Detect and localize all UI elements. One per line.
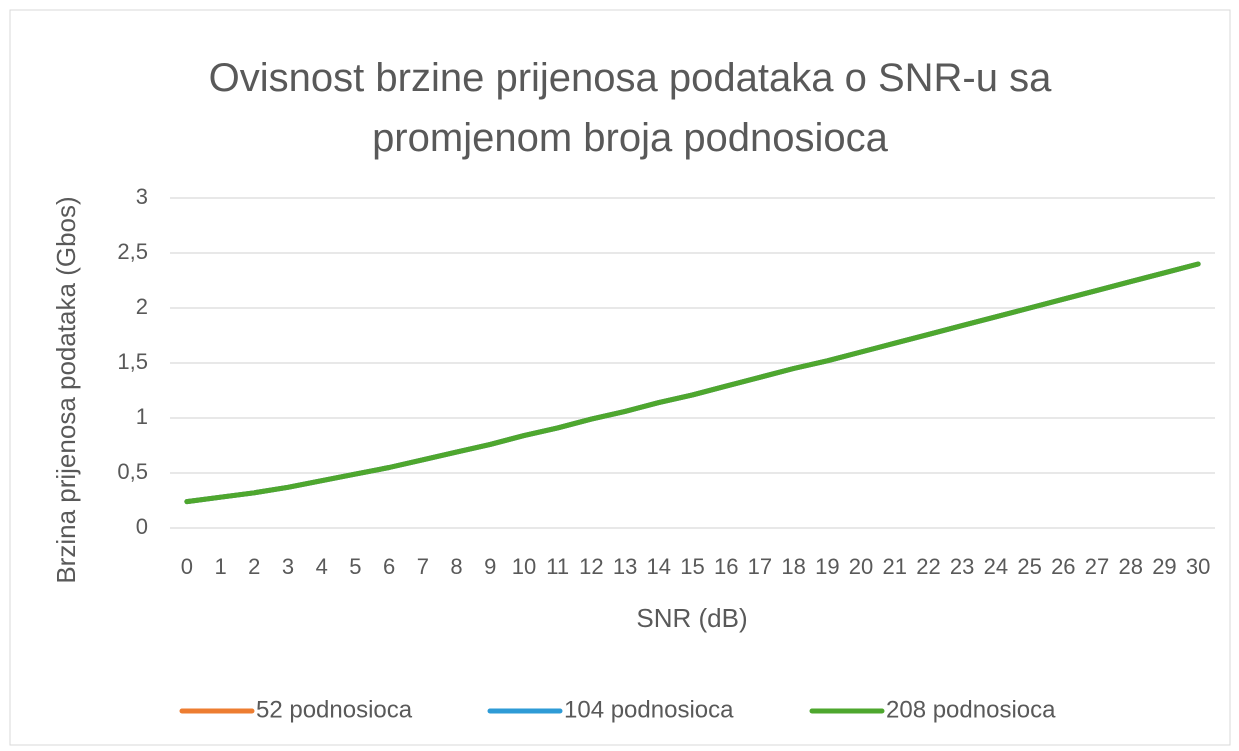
legend-label: 208 podnosioca: [886, 696, 1056, 723]
x-tick-label: 16: [714, 554, 738, 579]
legend-label: 104 podnosioca: [564, 696, 734, 723]
x-tick-label: 19: [815, 554, 839, 579]
legend-label: 52 podnosioca: [256, 696, 413, 723]
x-tick-label: 15: [680, 554, 704, 579]
series-line: [184, 261, 1201, 505]
x-tick-label: 1: [214, 554, 226, 579]
x-tick-label: 24: [984, 554, 1008, 579]
x-tick-label: 30: [1186, 554, 1210, 579]
x-tick-label: 25: [1017, 554, 1041, 579]
x-tick-label: 17: [748, 554, 772, 579]
x-tick-label: 26: [1051, 554, 1075, 579]
x-tick-label: 29: [1152, 554, 1176, 579]
x-tick-label: 5: [349, 554, 361, 579]
x-tick-label: 21: [883, 554, 907, 579]
chart-border: [9, 9, 1231, 746]
y-tick-label: 2: [136, 294, 148, 319]
y-tick-label: 1,5: [117, 349, 148, 374]
x-tick-label: 20: [849, 554, 873, 579]
y-tick-label: 3: [136, 184, 148, 209]
y-axis-title: Brzina prijenosa podataka (Gbos): [51, 196, 81, 583]
x-tick-label: 11: [546, 554, 569, 579]
x-tick-label: 28: [1118, 554, 1142, 579]
y-tick-label: 0,5: [117, 459, 148, 484]
x-tick-label: 7: [417, 554, 429, 579]
x-tick-label: 13: [613, 554, 637, 579]
y-tick-label: 2,5: [117, 239, 148, 264]
x-tick-label: 4: [316, 554, 328, 579]
x-tick-label: 3: [282, 554, 294, 579]
x-tick-label: 27: [1085, 554, 1109, 579]
x-tick-label: 0: [181, 554, 193, 579]
chart-title: Ovisnost brzine prijenosa podataka o SNR…: [208, 56, 1052, 160]
x-tick-label: 6: [383, 554, 395, 579]
x-tick-label: 12: [579, 554, 603, 579]
x-tick-label: 8: [450, 554, 462, 579]
y-tick-label: 0: [136, 514, 148, 539]
x-tick-label: 9: [484, 554, 496, 579]
x-axis-title: SNR (dB): [636, 603, 747, 633]
x-tick-label: 2: [248, 554, 260, 579]
x-tick-label: 22: [916, 554, 940, 579]
x-tick-label: 14: [647, 554, 671, 579]
y-tick-label: 1: [136, 404, 148, 429]
x-tick-label: 18: [781, 554, 805, 579]
x-tick-label: 23: [950, 554, 974, 579]
x-tick-label: 10: [512, 554, 536, 579]
